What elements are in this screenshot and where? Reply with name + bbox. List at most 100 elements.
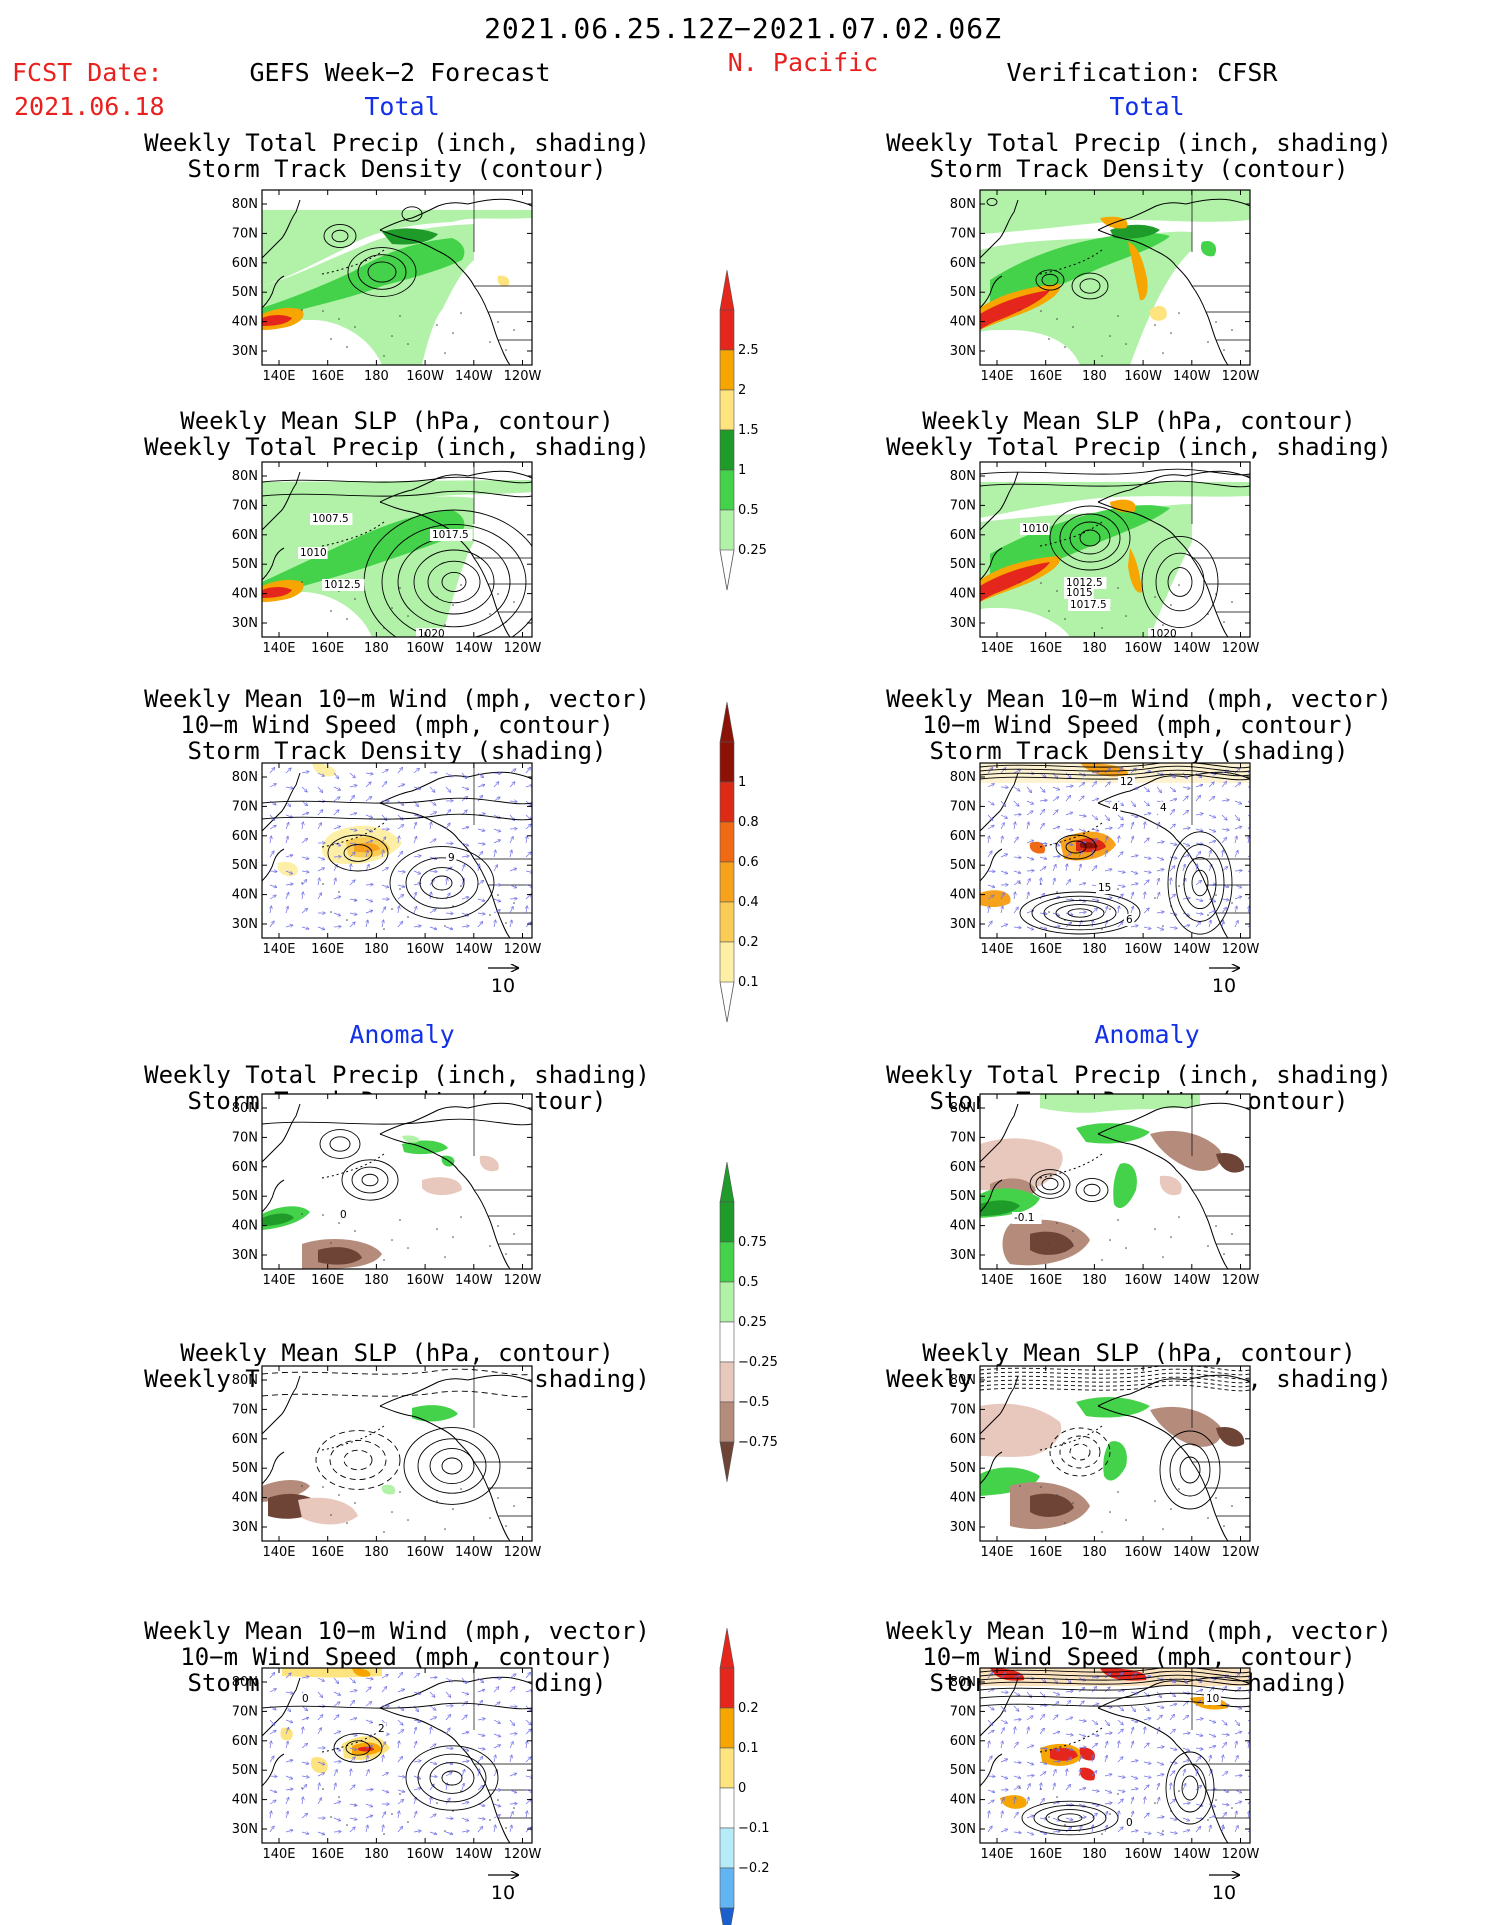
wind-vector [1195,1804,1203,1806]
coastline-alaska [379,1106,469,1171]
contour-label-bg [298,547,328,559]
shade-region [980,1200,1020,1216]
colorbar-track-density-total: 10.80.60.40.20.1 [719,701,759,1023]
wind-vector [987,1705,994,1710]
wind-vector [285,1705,290,1711]
lon-tick-label: 140W [455,942,493,957]
wind-vector [1092,1755,1093,1763]
wind-vector [1195,1786,1201,1791]
wind-vector [509,1803,517,1804]
grid-dot [452,1236,454,1238]
wind-vector [1013,907,1018,914]
grid-dot [1048,1514,1050,1516]
grid-dot [1040,582,1042,584]
wind-vector [398,1811,399,1819]
grid-dot [497,593,499,595]
wind-vector [445,1761,453,1764]
shade-region [1040,1743,1084,1766]
storm-track-contour [986,197,998,207]
wind-vector [1013,814,1021,815]
wind-vector [510,1825,512,1833]
grid-dot [489,1517,491,1519]
wind-vector [1130,815,1138,817]
wind-vector [1066,864,1067,872]
shade-region [262,210,532,286]
wind-vector [333,896,340,900]
wind-vector [1052,1761,1060,1762]
verification-column-title: Verification: CFSR [1006,58,1278,87]
wind-vector [1104,884,1111,888]
wind-vector [1143,1743,1149,1749]
wind-vector [477,1818,485,1819]
contour-label-bg [1012,1212,1042,1224]
political-borders [473,763,532,914]
coastline-north-america [457,1169,511,1269]
wind-vector [1052,810,1058,816]
wind-vector [1247,786,1250,788]
wind-vector [333,1702,340,1707]
wind-vector [1182,1716,1188,1721]
wind-vector [430,1727,431,1735]
lat-tick-label: 50N [950,557,976,572]
wind-vector [1065,1804,1073,1805]
grid-dot [346,346,348,348]
lon-tick-label: 160W [406,1545,444,1560]
grid-dot [1072,1502,1074,1504]
panel-title-ver-slp-total: Weekly Mean SLP (hPa, contour) Weekly Tot… [886,407,1392,461]
wind-vector [1065,1701,1070,1707]
wind-vector [493,1733,501,1737]
wind-vector [365,1746,373,1749]
storm-track-anom-contour [351,1166,389,1194]
wind-vector [413,1720,421,1722]
wind-vector [1026,786,1031,792]
wind-vector [1143,1762,1151,1764]
wind-vector [445,1798,450,1805]
wind-vector [1118,1811,1119,1819]
wind-vector [525,1757,531,1763]
wind-vector [525,1705,531,1711]
wind-vector [1234,851,1238,858]
grid-dot [330,610,332,612]
grid-dot [1125,615,1127,617]
colorbar-segment [719,1241,735,1283]
coastline-aleutians [1039,1425,1103,1451]
grid-dot [1056,318,1058,320]
wind-vector [1065,899,1073,900]
grid-dot [1117,1219,1119,1221]
wind-vector [413,836,416,844]
wind-vector [1118,836,1119,844]
wind-vector [429,800,436,805]
wind-vector [1014,1727,1015,1735]
wind-vector [987,814,993,820]
coastline-north-america [457,537,511,637]
wind-vector [1117,1757,1123,1763]
wind-vector [1014,1797,1015,1805]
lon-tick-label: 160E [311,1273,344,1288]
wind-vector [461,1732,469,1734]
lon-tick-label: 160W [1124,1847,1162,1862]
coastline-north-america [1175,537,1229,637]
grid-dot [1162,1256,1164,1258]
wind-vector [1182,772,1187,778]
wind-vector [333,786,340,790]
shade-region [1150,1406,1222,1447]
coastline-alaska [1097,1106,1187,1171]
grid-dot [1064,346,1066,348]
wind-vector [987,1756,992,1763]
wind-vector [1234,1705,1241,1709]
grid-dot [1215,1799,1217,1801]
shade-region [412,1405,458,1422]
wind-speed-contour [1055,834,1097,860]
lat-tick-label: 40N [232,1219,258,1234]
coastline-aleutians [321,1153,385,1179]
lat-tick-label: 40N [232,315,258,330]
wind-vector [1247,1830,1250,1833]
lon-tick-label: 140W [455,1273,493,1288]
wind-vector [494,850,496,858]
wind-vector [1248,836,1249,844]
wind-vector [302,892,303,900]
wind-vector [1039,1832,1047,1834]
lon-tick-label: 120W [504,1545,542,1560]
